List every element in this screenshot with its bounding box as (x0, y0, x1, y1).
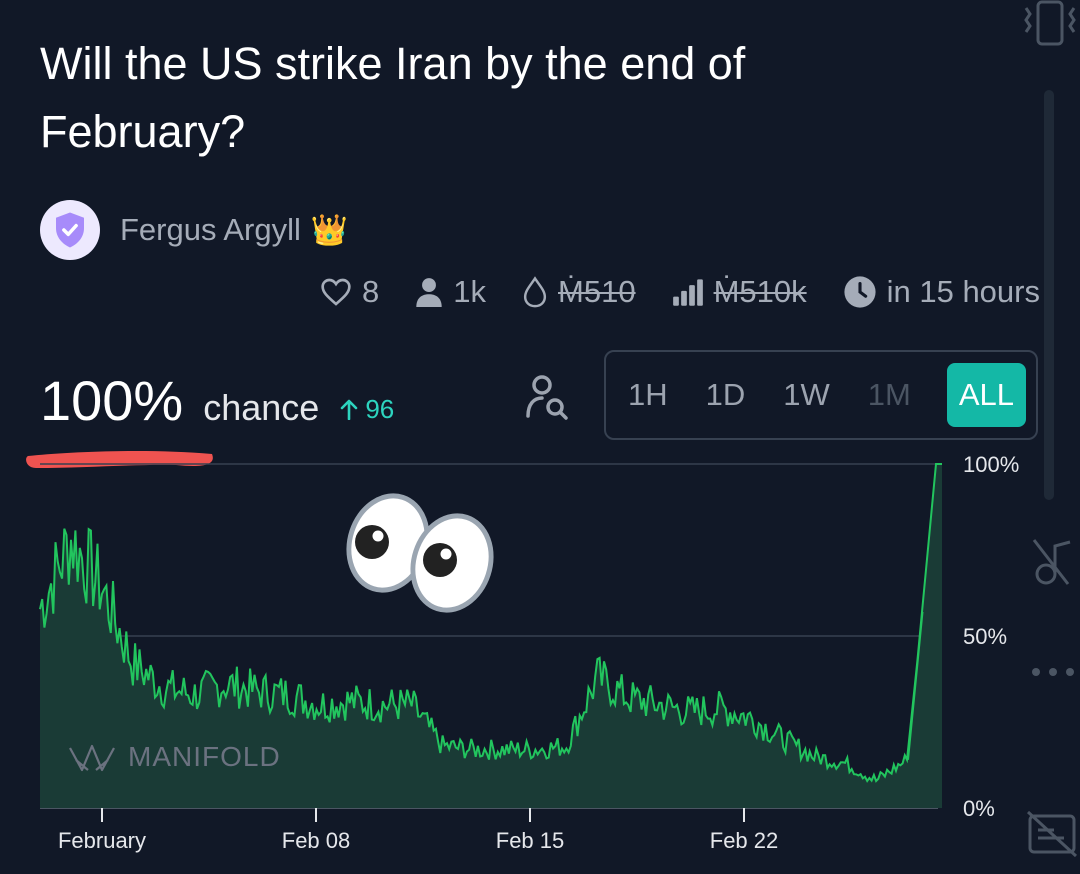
y-tick-label: 100% (963, 452, 1019, 477)
probability-label: chance (203, 387, 320, 428)
manifold-logo-icon (69, 744, 115, 772)
time-range-selector: 1H 1D 1W 1M ALL (604, 350, 1038, 440)
x-tick-label: Feb 22 (710, 828, 779, 853)
question-title: Will the US strike Iran by the end of Fe… (40, 38, 746, 157)
traders-count: 1k (453, 274, 487, 309)
probability-value: 100% (40, 369, 184, 432)
traders-stat[interactable]: 1k (415, 274, 486, 310)
y-tick-label: 50% (963, 624, 1007, 649)
volume-stat[interactable]: Ṁ510k (672, 274, 807, 310)
range-1d-button[interactable]: 1D (705, 377, 746, 412)
arrow-up-icon (341, 399, 358, 420)
range-1h-button[interactable]: 1H (628, 377, 668, 412)
range-all-button[interactable]: ALL (946, 363, 1026, 427)
author-name[interactable]: Fergus Argyll (120, 212, 301, 247)
close-time-stat[interactable]: in 15 hours (843, 274, 1040, 310)
avatar[interactable] (40, 200, 100, 260)
market-stats: 8 1k Ṁ510 Ṁ510k in 15 hours (320, 274, 1040, 310)
chart-area-fill (40, 464, 942, 808)
crown-icon: 👑 (310, 213, 349, 247)
person-icon (416, 278, 442, 307)
likes-count: 8 (362, 274, 380, 309)
mute-icon[interactable] (1024, 534, 1080, 590)
likes-stat[interactable]: 8 (320, 274, 379, 310)
x-tick-label: February (58, 828, 146, 853)
probability-display: 100% chance 96 (40, 368, 394, 433)
droplet-icon (523, 276, 547, 308)
probability-change: 96 (339, 394, 394, 425)
vibrate-icon[interactable] (1020, 0, 1080, 50)
probability-chart[interactable]: 100% 50% 0% February Feb 08 Feb 15 Feb 22 (0, 440, 1080, 860)
shield-check-icon (56, 212, 84, 248)
x-tick-label: Feb 08 (282, 828, 351, 853)
series-line (39, 463, 942, 783)
range-1m-button[interactable]: 1M (867, 377, 911, 412)
close-time: in 15 hours (886, 274, 1040, 309)
bar-chart-icon (672, 279, 703, 306)
y-tick-label: 0% (963, 796, 995, 821)
liquidity-stat[interactable]: Ṁ510 (522, 274, 636, 310)
range-1w-button[interactable]: 1W (783, 377, 830, 412)
manifold-watermark: MANIFOLD (68, 740, 281, 774)
more-dots-icon[interactable] (1030, 665, 1076, 679)
author-row[interactable]: Fergus Argyll 👑 (40, 200, 348, 260)
watermark-text: MANIFOLD (128, 741, 281, 772)
x-tick-label: Feb 15 (496, 828, 565, 853)
caption-off-icon[interactable] (1024, 808, 1080, 860)
volume-amount: Ṁ510k (713, 274, 807, 309)
heart-icon (321, 278, 351, 306)
search-people-icon[interactable] (524, 374, 570, 420)
probability-change-value: 96 (365, 393, 395, 424)
clock-icon (844, 276, 876, 308)
overlay-scrollbar[interactable] (1042, 90, 1056, 500)
liquidity-amount: Ṁ510 (558, 274, 636, 309)
eyes-emoji (346, 493, 494, 613)
